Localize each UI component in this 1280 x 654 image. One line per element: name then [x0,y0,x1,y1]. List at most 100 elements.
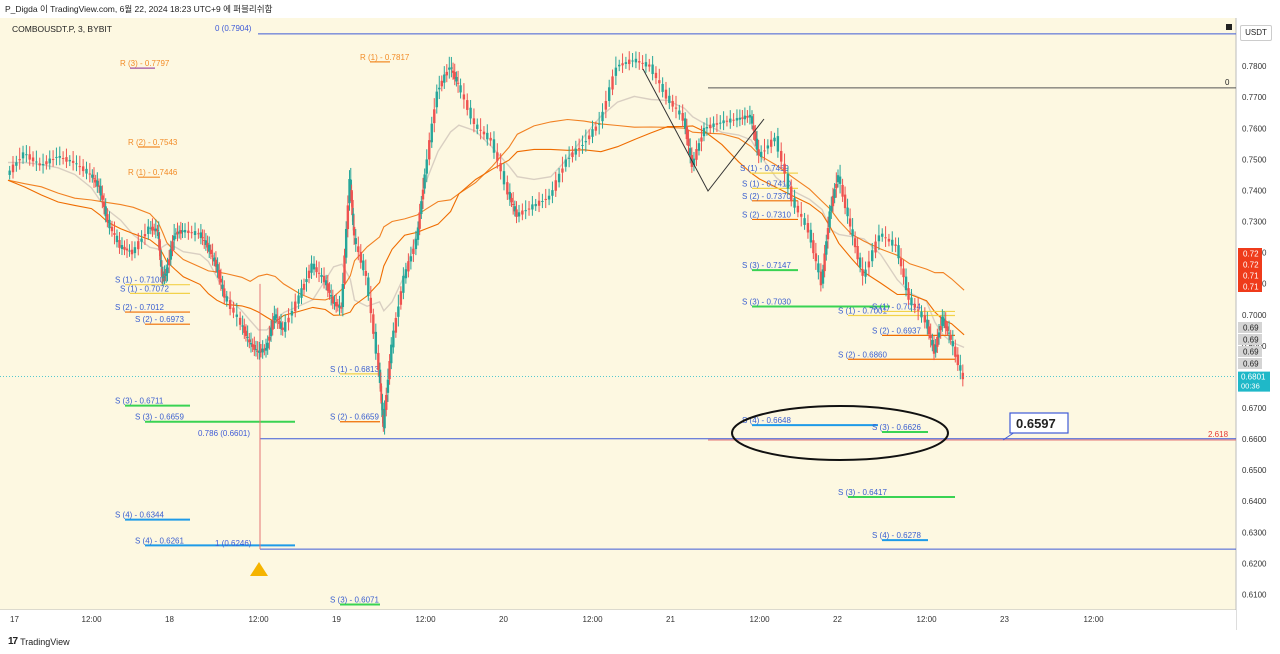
price-tick-label: 0.7800 [1242,62,1267,71]
price-tick-label: 0.7500 [1242,155,1267,164]
candle-body [137,241,140,250]
candle-body [448,67,451,70]
level-label: S (1) - 0.7014 [872,302,921,311]
candle-body [459,85,462,93]
candle-body [55,156,58,158]
candle-body [472,118,476,125]
candle-body [25,154,28,156]
candle-body [913,303,917,308]
up-triangle-icon [250,562,268,576]
candle-body [110,226,114,232]
candle-body [861,269,864,276]
chart-area[interactable] [0,18,1280,630]
candle-body [294,301,297,312]
level-label: S (4) - 0.6261 [135,536,184,545]
candle-body [412,248,415,255]
candle-body [97,185,101,187]
candle-body [511,203,515,205]
candle-body [364,270,367,276]
candle-body [668,95,671,104]
candle-body [320,274,323,277]
candle-body [284,322,287,332]
candle-body [604,101,608,110]
candle-body [128,250,131,252]
square-icon[interactable] [1226,24,1232,30]
candle-body [856,245,859,260]
candle-body [106,214,109,223]
candle-body [276,319,279,321]
currency-badge[interactable]: USDT [1240,25,1272,41]
candle-body [300,288,303,298]
candle-body [806,223,810,233]
candle-body [133,247,137,254]
candle-body [954,346,957,357]
candle-body [58,156,61,158]
price-tick-label: 0.6200 [1242,559,1267,568]
time-axis-panel[interactable] [0,610,1236,630]
candle-body [769,139,773,147]
candle-body [352,213,355,226]
candle-body [81,166,85,172]
candle-body [891,239,894,246]
candle-body [661,83,664,92]
candle-body [261,348,264,353]
candle-body [800,213,803,217]
candle-body [388,361,391,380]
candle-body [814,253,818,262]
price-tick-label: 0.6500 [1242,466,1267,475]
candle-body [537,200,541,206]
candle-body [123,246,126,250]
price-tick-label: 0.7300 [1242,218,1267,227]
candle-body [421,189,425,200]
level-label: S (1) - 0.6813 [330,365,379,374]
candle-body [279,322,283,329]
candle-body [377,352,380,370]
candle-body [748,114,752,118]
candle-body [621,63,624,66]
candle-body [339,307,343,309]
candle-body [732,119,735,121]
candle-body [766,145,770,149]
ma-value-badge [1238,334,1262,345]
candle-body [920,311,923,318]
callout-box[interactable] [1009,412,1069,434]
time-tick-label: 18 [165,615,174,624]
tv-logo-text: TradingView [20,636,70,647]
symbol-label[interactable]: COMBOUSDT.P, 3, BYBIT [12,24,112,34]
candle-body [658,80,661,84]
candle-body [253,344,256,350]
candle-body [159,248,162,261]
candle-body [214,259,218,267]
candle-body [297,295,300,304]
candle-body [326,283,330,291]
candle-body [374,331,378,354]
candle-body [160,260,163,267]
candle-body [544,198,547,201]
candle-body [99,186,102,196]
candle-body [949,335,952,340]
fib-level-label: 0 [1225,78,1230,87]
candle-body [527,208,531,210]
last-price-badge[interactable] [1238,371,1270,392]
candle-body [759,151,763,158]
candle-body [380,393,383,404]
candle-body [541,200,544,202]
candle-body [867,261,871,268]
ma-value-badge [1238,322,1262,333]
ma-value-text: 0.72 [1243,250,1259,259]
candle-body [369,297,373,314]
candle-body [328,290,331,293]
ma-value-badge [1238,358,1262,369]
candle-body [343,255,346,284]
candle-body [307,270,311,279]
candle-body [874,241,877,253]
candle-body [700,137,703,142]
candle-body [402,275,405,293]
zigzag-drawing [642,68,765,192]
candle-body [830,205,833,212]
candle-body [819,271,823,286]
levels-layer: R (3) - 0.7797 R (1) - 0.7817 R (2) - 0.75… [115,24,1236,606]
candle-body [793,198,796,208]
candle-body [709,124,712,129]
